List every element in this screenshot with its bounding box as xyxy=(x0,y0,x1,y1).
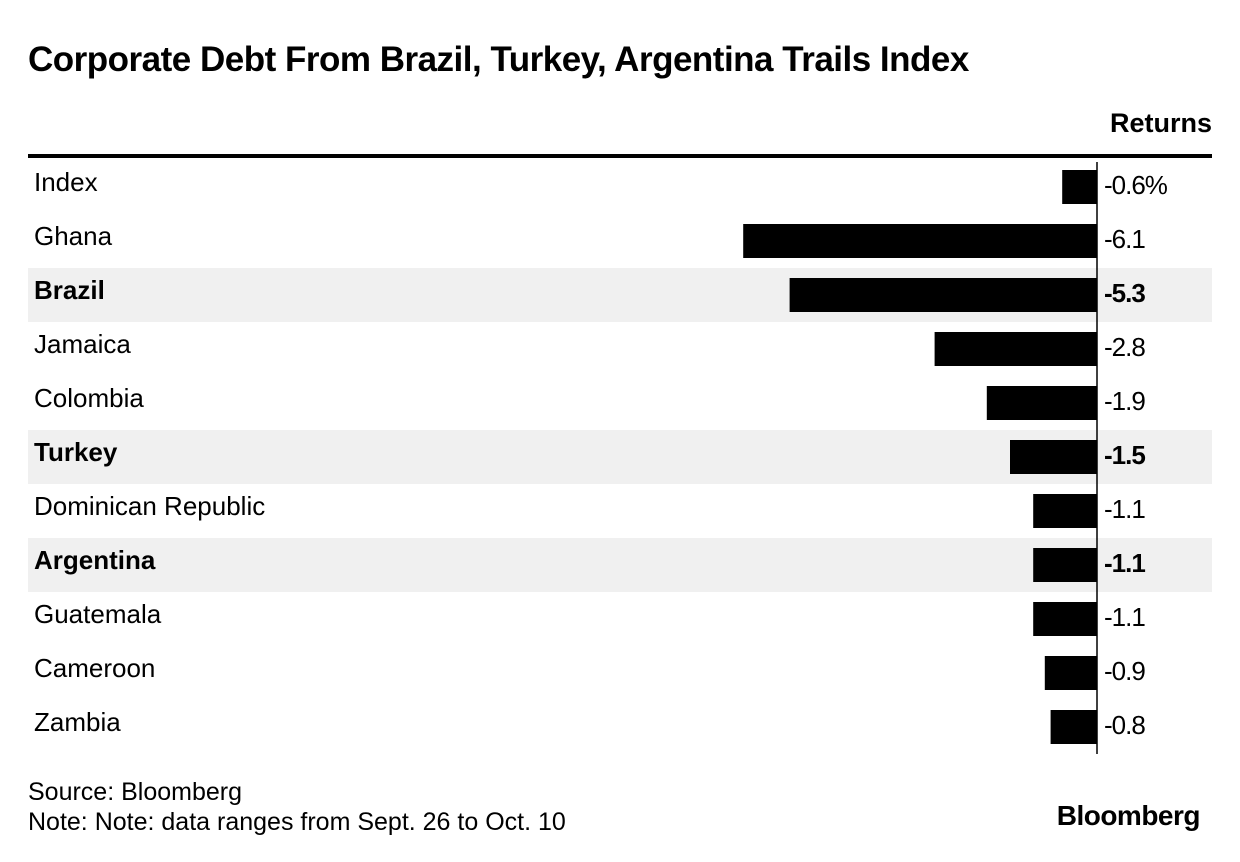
bar-turkey xyxy=(1010,440,1097,474)
value-label-turkey: -1.5 xyxy=(1104,440,1145,470)
category-label-jamaica: Jamaica xyxy=(34,329,131,359)
category-label-brazil: Brazil xyxy=(34,275,105,305)
header-rule xyxy=(28,154,1212,158)
source-note: Source: Bloomberg xyxy=(28,778,243,806)
category-label-index: Index xyxy=(34,167,98,197)
value-label-brazil: -5.3 xyxy=(1104,278,1145,308)
category-label-dominican-republic: Dominican Republic xyxy=(34,491,265,521)
bloomberg-logo: Bloomberg xyxy=(1056,800,1201,831)
category-label-guatemala: Guatemala xyxy=(34,599,162,629)
highlight-row-argentina xyxy=(28,538,1212,592)
value-label-index: -0.6% xyxy=(1104,170,1168,200)
bar-guatemala xyxy=(1033,602,1097,636)
bar-jamaica xyxy=(934,332,1097,366)
category-label-turkey: Turkey xyxy=(34,437,118,467)
category-label-cameroon: Cameroon xyxy=(34,653,155,683)
value-label-argentina: -1.1 xyxy=(1104,548,1145,578)
category-label-argentina: Argentina xyxy=(34,545,156,575)
bar-colombia xyxy=(986,386,1097,420)
value-label-dominican-republic: -1.1 xyxy=(1104,494,1145,524)
category-label-ghana: Ghana xyxy=(34,221,113,251)
bar-dominican-republic xyxy=(1033,494,1097,528)
bar-zambia xyxy=(1050,710,1097,744)
category-label-zambia: Zambia xyxy=(34,707,121,737)
chart-title: Corporate Debt From Brazil, Turkey, Arge… xyxy=(28,40,969,79)
bar-index xyxy=(1062,170,1097,204)
value-label-colombia: -1.9 xyxy=(1104,386,1145,416)
value-label-zambia: -0.8 xyxy=(1104,710,1145,740)
bar-argentina xyxy=(1033,548,1097,582)
value-label-cameroon: -0.9 xyxy=(1104,656,1145,686)
data-range-note: Note: Note: data ranges from Sept. 26 to… xyxy=(28,808,566,836)
bar-ghana xyxy=(743,224,1097,258)
bar-brazil xyxy=(789,278,1097,312)
value-label-jamaica: -2.8 xyxy=(1104,332,1145,362)
returns-column-header: Returns xyxy=(1109,108,1212,138)
category-label-colombia: Colombia xyxy=(34,383,144,413)
value-label-ghana: -6.1 xyxy=(1104,224,1145,254)
value-label-guatemala: -1.1 xyxy=(1104,602,1145,632)
bar-cameroon xyxy=(1044,656,1097,690)
